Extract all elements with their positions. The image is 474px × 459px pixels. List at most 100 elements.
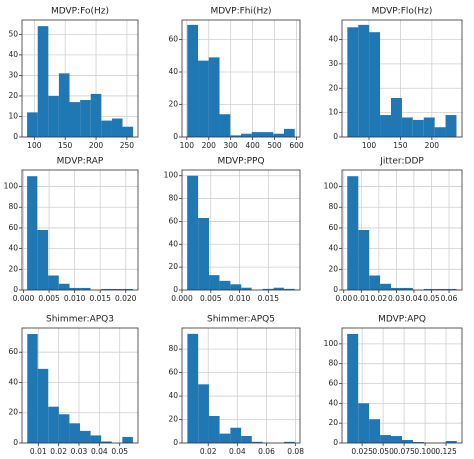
y-tick-label: 40	[168, 67, 178, 76]
bar	[445, 115, 457, 137]
bar	[241, 133, 252, 137]
y-tick-label: 30	[328, 59, 338, 68]
y-tick-label: 20	[168, 415, 178, 424]
bar	[391, 98, 402, 137]
bar	[58, 73, 70, 137]
chart-title: Shimmer:APQ3	[46, 315, 114, 325]
y-tick-label: 0	[173, 132, 178, 141]
chart-title: Shimmer:APQ5	[207, 315, 275, 325]
y-tick-label: 20	[168, 262, 178, 271]
chart-title: MDVP:APQ	[378, 315, 426, 325]
bar	[283, 441, 295, 443]
bar	[369, 275, 381, 290]
y-tick-label: 20	[168, 100, 178, 109]
x-tick-label: 0.05	[423, 294, 440, 303]
bar	[219, 433, 231, 443]
bar	[347, 333, 359, 443]
bar	[122, 436, 133, 443]
x-tick-label: 250	[120, 141, 135, 150]
bar	[27, 112, 38, 137]
bar	[347, 27, 359, 137]
bar	[198, 218, 210, 290]
x-tick-label: 0.000	[171, 294, 193, 303]
bar	[58, 414, 70, 443]
bar	[90, 93, 102, 137]
bar	[219, 114, 231, 137]
bar	[187, 24, 199, 137]
x-tick-label: 200	[425, 141, 440, 150]
bar	[122, 126, 134, 137]
x-tick-label: 0.000	[13, 294, 35, 303]
bar	[412, 442, 424, 443]
x-tick-label: 0.075	[393, 447, 415, 456]
x-tick-label: 0.05	[111, 447, 128, 456]
bar	[187, 333, 199, 443]
bar	[37, 230, 49, 290]
y-tick-label: 20	[328, 418, 338, 427]
bar	[48, 275, 59, 290]
y-tick-label: 0	[333, 285, 338, 294]
bar	[101, 120, 112, 137]
y-tick-label: 50	[8, 29, 18, 38]
bar	[80, 100, 91, 137]
x-tick-label: 0.025	[351, 447, 373, 456]
x-tick-label: 0.01	[353, 294, 370, 303]
bar	[423, 117, 435, 137]
y-tick-label: 20	[8, 264, 18, 273]
bar	[273, 133, 284, 137]
y-tick-label: 100	[164, 171, 179, 180]
x-tick-label: 500	[267, 141, 282, 150]
bar	[230, 284, 242, 290]
y-tick-label: 40	[168, 239, 178, 248]
x-tick-label: 0.04	[229, 447, 246, 456]
y-tick-label: 60	[8, 223, 18, 232]
bar	[37, 368, 49, 443]
y-tick-label: 0	[173, 438, 178, 447]
bar	[241, 435, 252, 443]
chart-title: MDVP:Flo(Hz)	[372, 7, 433, 17]
bar	[358, 24, 370, 137]
y-tick-label: 0	[173, 285, 178, 294]
bar	[80, 430, 91, 443]
y-tick-label: 60	[168, 216, 178, 225]
y-tick-label: 10	[328, 108, 338, 117]
chart-title: MDVP:RAP	[57, 157, 104, 167]
y-tick-label: 60	[8, 347, 18, 356]
y-tick-label: 20	[8, 91, 18, 100]
y-tick-label: 60	[328, 223, 338, 232]
x-tick-label: 0.04	[406, 294, 423, 303]
bar	[380, 435, 392, 443]
bar	[380, 283, 391, 290]
bar	[262, 132, 274, 137]
chart-title: MDVP:Fo(Hz)	[51, 7, 109, 17]
x-tick-label: 0.03	[71, 447, 88, 456]
y-tick-label: 0	[13, 438, 18, 447]
bar	[347, 176, 359, 290]
bar	[434, 288, 446, 290]
x-tick-label: 0.005	[200, 294, 222, 303]
bar	[262, 288, 274, 290]
bar	[273, 287, 284, 290]
bar	[283, 128, 295, 137]
axes-frame	[341, 19, 463, 138]
x-tick-label: 0.010	[64, 294, 86, 303]
x-tick-label: 0.06	[441, 294, 458, 303]
y-tick-label: 80	[168, 194, 178, 203]
bar	[423, 288, 435, 290]
axes-frame	[341, 169, 463, 291]
x-tick-label: 150	[393, 141, 408, 150]
bar	[101, 441, 112, 443]
x-tick-label: 0.050	[372, 447, 394, 456]
x-tick-label: 200	[202, 141, 217, 150]
bar	[69, 287, 81, 290]
bar	[219, 280, 231, 290]
axes-frame	[21, 327, 139, 444]
y-tick-label: 40	[8, 50, 18, 59]
bar	[37, 26, 49, 137]
y-tick-label: 30	[8, 70, 18, 79]
x-tick-label: 0.02	[200, 447, 217, 456]
x-tick-label: 100	[27, 141, 42, 150]
y-tick-label: 40	[328, 244, 338, 253]
bar	[251, 132, 263, 137]
